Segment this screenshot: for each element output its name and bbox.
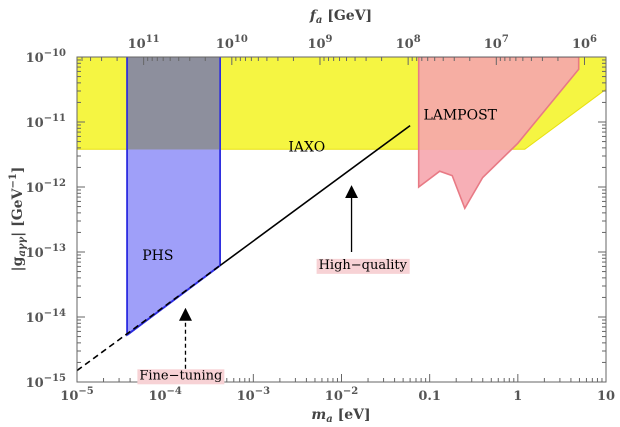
region-label-phs: PHS [142, 248, 173, 264]
x-tick-label: 10−5 [60, 386, 93, 404]
regions-layer [77, 57, 606, 337]
region-labels: IAXO LAMPOST PHS [142, 107, 497, 264]
annotation-label-bg [137, 369, 225, 385]
region-overlap-phs-iaxo [127, 57, 221, 150]
x-axis-title: ma [eV] [311, 407, 370, 425]
axis-ticks [76, 56, 607, 383]
lines-layer [77, 124, 411, 372]
top-tick-label: 108 [396, 34, 421, 52]
x-tick-label: 10−2 [325, 386, 358, 404]
y-tick-label: 10−15 [26, 373, 66, 391]
y-tick-label: 10−14 [26, 308, 66, 326]
top-tick-label: 106 [572, 34, 597, 52]
top-tick-label: 107 [484, 34, 509, 52]
x-tick-label: 10 [597, 389, 615, 404]
region-label-iaxo: IAXO [288, 140, 325, 156]
annotation-label: Fine−tuning [139, 368, 222, 383]
annotations: High−quality Fine−tuning [137, 185, 410, 385]
top-tick-label: 1010 [216, 34, 248, 52]
annotation-label-bg [316, 258, 410, 274]
region-lampost [417, 57, 580, 211]
x-tick-label: 1 [513, 389, 522, 404]
top-tick-label: 109 [307, 34, 332, 52]
region-label-lampost: LAMPOST [423, 107, 497, 123]
line-series-solid [219, 124, 411, 267]
axis-tick-labels: 10−5 10−4 10−3 10−2 0.1 1 10 10−15 10−14 10−13 10−… [26, 34, 615, 404]
top-axis-title: fa [GeV] [309, 8, 372, 26]
y-tick-label: 10−13 [26, 243, 66, 261]
y-axis-title: |gaγγ| [GeV−1] [8, 167, 28, 272]
x-tick-label: 10−3 [237, 386, 270, 404]
y-tick-label: 10−12 [26, 178, 66, 196]
top-tick-label: 1011 [128, 34, 160, 52]
x-tick-label: 0.1 [418, 389, 441, 404]
y-tick-label: 10−11 [26, 113, 66, 131]
y-tick-label: 10−10 [26, 48, 66, 66]
annotation-label: High−quality [319, 258, 408, 273]
x-tick-label: 10−4 [148, 386, 181, 404]
